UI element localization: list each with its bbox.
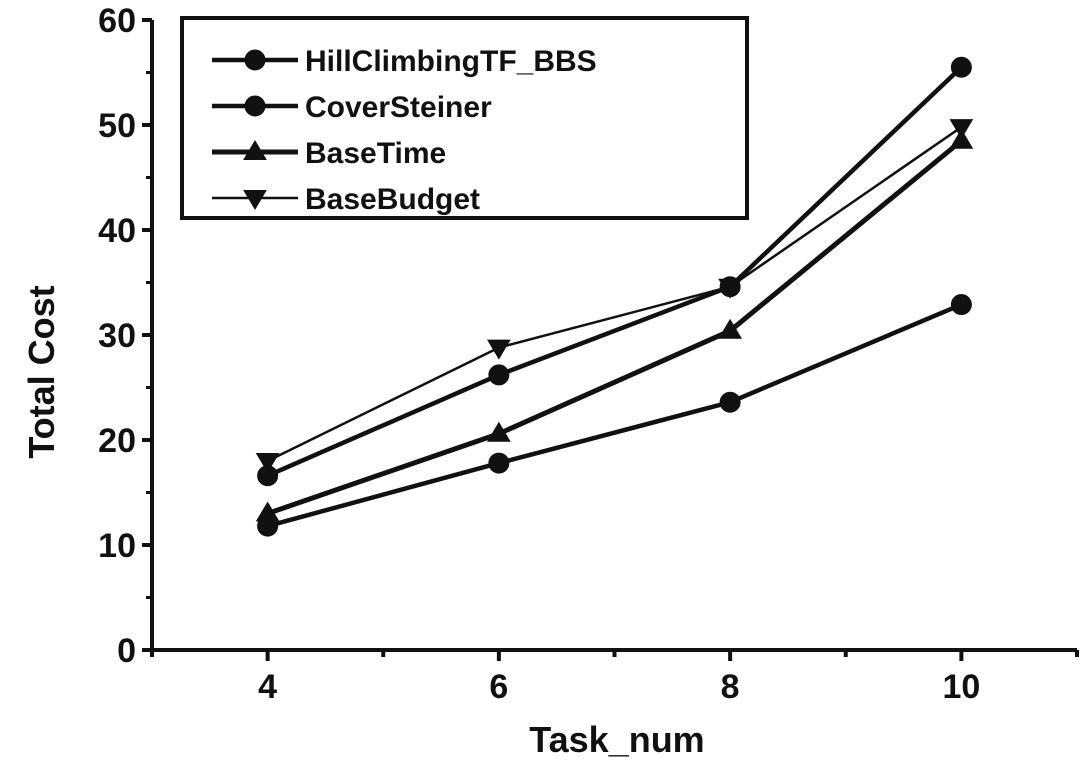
data-point xyxy=(255,501,280,522)
legend-label: HillClimbingTF_BBS xyxy=(305,45,597,78)
legend-item: BaseBudget xyxy=(212,183,480,216)
series-basetime xyxy=(255,128,974,522)
legend-label: BaseTime xyxy=(305,137,446,170)
legend-marker xyxy=(243,140,267,160)
series-line xyxy=(266,138,963,516)
legend-marker xyxy=(243,190,267,210)
x-tick-label: 10 xyxy=(942,668,980,706)
legend-item: HillClimbingTF_BBS xyxy=(212,45,597,78)
legend-box xyxy=(180,16,749,220)
y-tick-label: 60 xyxy=(98,2,136,40)
y-tick-label: 40 xyxy=(98,212,136,250)
legend-label: CoverSteiner xyxy=(305,91,492,124)
x-tick-label: 6 xyxy=(489,668,508,706)
data-point xyxy=(718,278,743,299)
series-line xyxy=(266,65,963,478)
legend-label: BaseBudget xyxy=(305,183,480,216)
data-point xyxy=(950,56,972,78)
series-hillclimbingtf-bbs xyxy=(257,294,972,537)
data-point xyxy=(255,453,280,473)
legend-item: CoverSteiner xyxy=(212,91,492,124)
y-tick-label: 30 xyxy=(98,317,136,355)
data-point xyxy=(719,391,741,413)
data-point xyxy=(486,339,511,360)
data-point xyxy=(950,294,972,316)
legend-marker xyxy=(244,49,266,71)
x-tick-label: 4 xyxy=(258,668,277,706)
series-line xyxy=(267,302,963,529)
series-basebudget xyxy=(255,119,974,473)
y-tick-label: 20 xyxy=(98,422,136,460)
series-line xyxy=(267,126,963,463)
legend-item: BaseTime xyxy=(212,137,446,170)
legend-marker xyxy=(244,95,266,117)
data-point xyxy=(488,364,510,386)
axes: 0 10 20 30 40 50 60 4 6 8 10 xyxy=(98,2,1079,706)
data-point xyxy=(718,318,743,339)
y-axis-title: Total Cost xyxy=(21,285,62,458)
y-tick-label: 10 xyxy=(98,527,136,565)
data-point xyxy=(486,421,511,442)
data-point xyxy=(488,452,510,474)
y-tick-label: 0 xyxy=(117,632,136,670)
y-tick-label: 50 xyxy=(98,107,136,145)
legend: HillClimbingTF_BBS CoverSteiner BaseTime Ba… xyxy=(180,16,749,220)
x-axis-title: Task_num xyxy=(529,719,704,760)
data-point xyxy=(949,119,974,140)
x-tick-label: 8 xyxy=(721,668,740,706)
series-layer xyxy=(255,56,974,537)
